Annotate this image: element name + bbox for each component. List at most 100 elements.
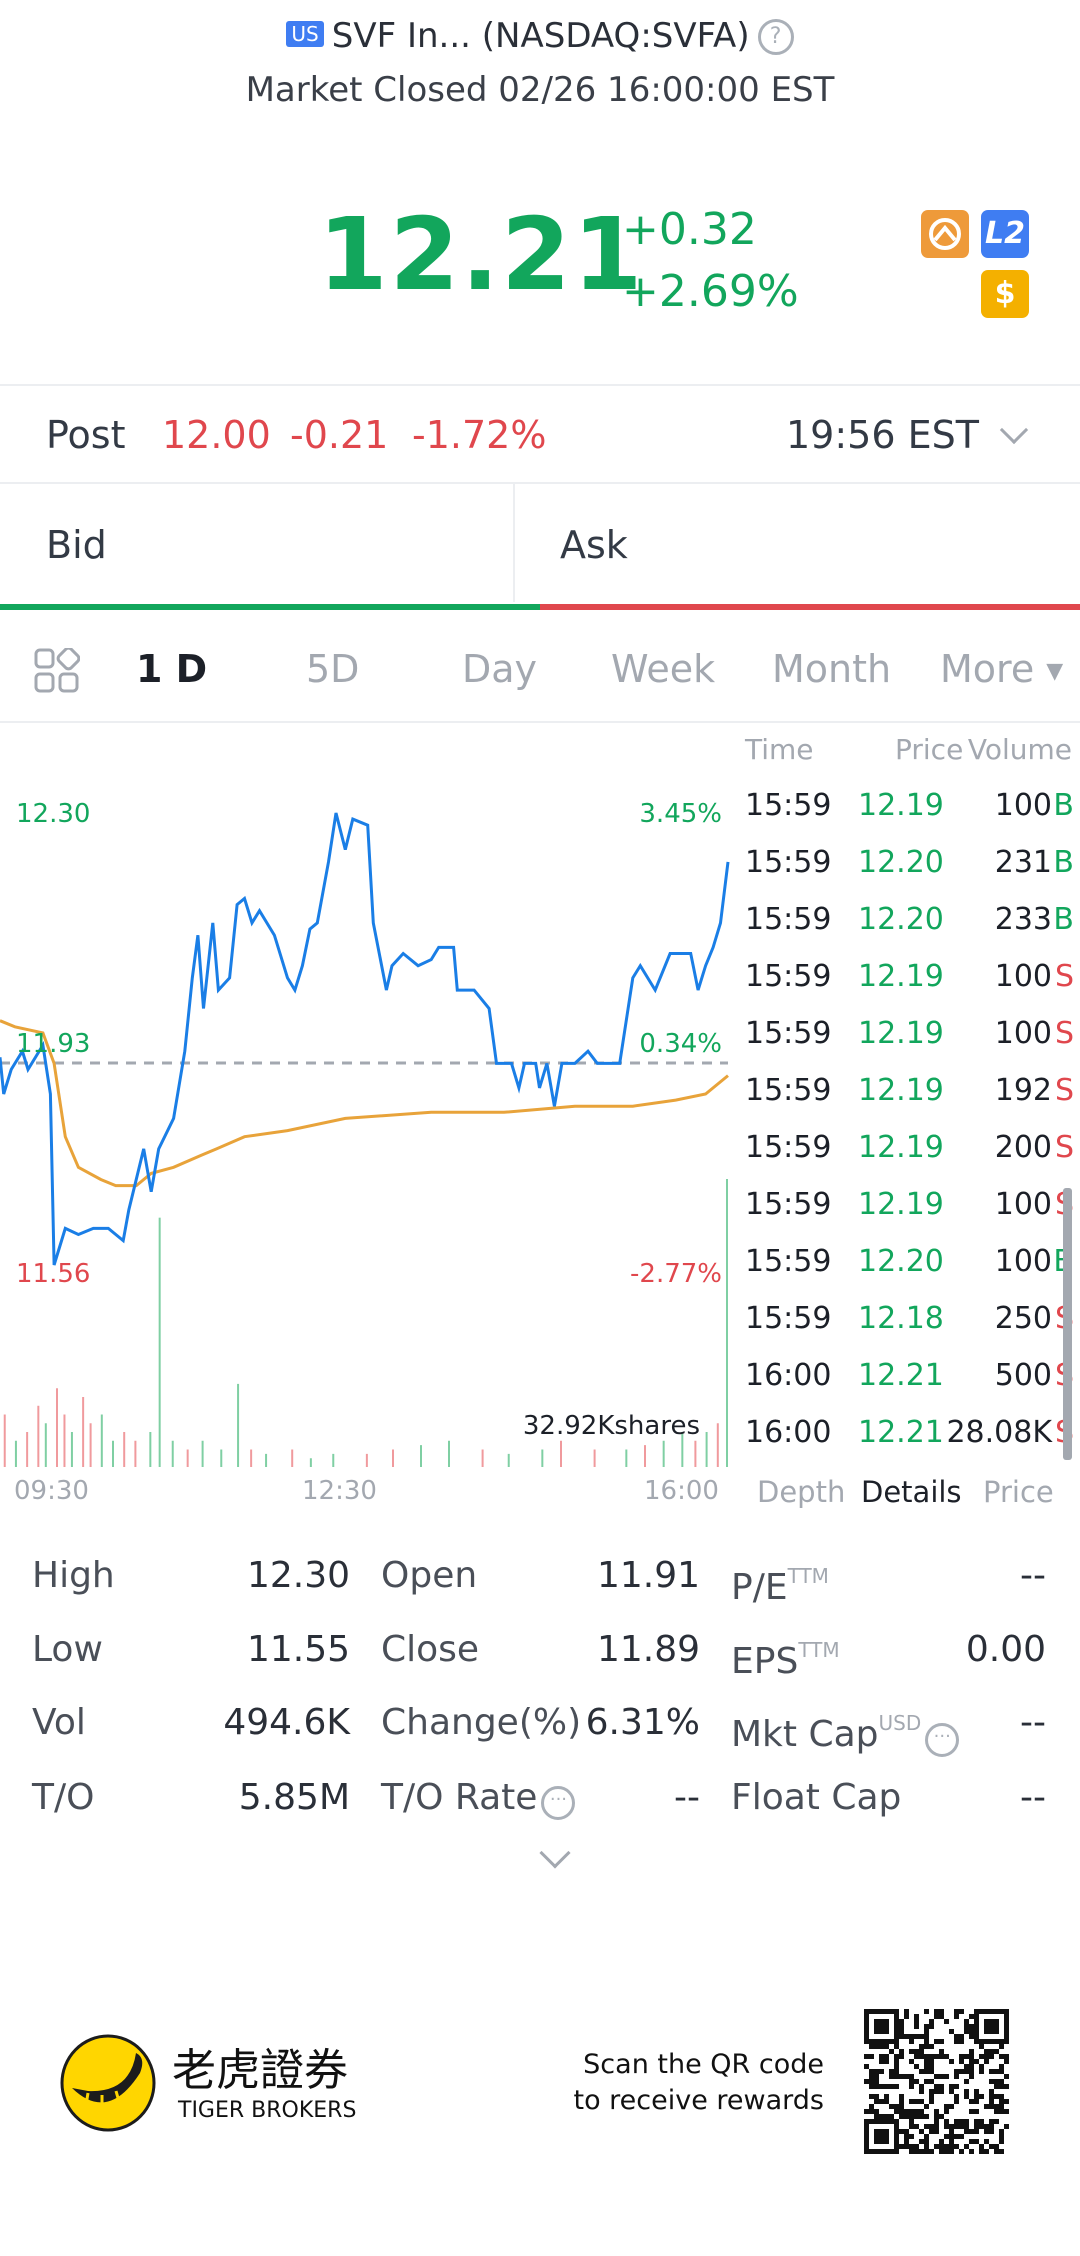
qr-module bbox=[954, 2084, 959, 2089]
tab-depth[interactable]: Depth bbox=[757, 1475, 846, 1509]
qr-module bbox=[974, 2029, 979, 2034]
qr-module bbox=[894, 2144, 899, 2149]
qr-module bbox=[934, 2009, 939, 2014]
qr-module bbox=[964, 2024, 969, 2029]
qr-module bbox=[989, 2129, 994, 2134]
qr-module bbox=[884, 2099, 889, 2104]
options-icon[interactable] bbox=[921, 210, 969, 258]
qr-module bbox=[964, 2094, 969, 2099]
qr-module bbox=[1004, 2059, 1009, 2064]
qr-module bbox=[924, 2044, 929, 2049]
qr-module bbox=[939, 2049, 944, 2054]
qr-module bbox=[974, 2124, 979, 2129]
qr-module bbox=[889, 2149, 894, 2154]
qr-module bbox=[924, 2124, 929, 2129]
qr-module bbox=[969, 2049, 974, 2054]
bid-label[interactable]: Bid bbox=[46, 523, 107, 567]
qr-module bbox=[879, 2084, 884, 2089]
ask-label[interactable]: Ask bbox=[560, 523, 628, 567]
qr-module bbox=[964, 2089, 969, 2094]
divider bbox=[0, 482, 1080, 484]
qr-module bbox=[959, 2059, 964, 2064]
qr-module bbox=[974, 2024, 979, 2029]
qr-module bbox=[914, 2099, 919, 2104]
qr-module bbox=[904, 2114, 909, 2119]
qr-module bbox=[864, 2024, 869, 2029]
qr-module bbox=[924, 2024, 929, 2029]
tab-month[interactable]: Month bbox=[772, 647, 892, 691]
grid-layout-icon[interactable] bbox=[34, 646, 81, 698]
qr-module bbox=[864, 2134, 869, 2139]
qr-module bbox=[949, 2149, 954, 2154]
qr-module bbox=[989, 2099, 994, 2104]
qr-module bbox=[984, 2059, 989, 2064]
qr-module bbox=[919, 2034, 924, 2039]
tick-time: 16:00 bbox=[745, 1358, 832, 1393]
qr-module bbox=[954, 2034, 959, 2039]
qr-module bbox=[869, 2039, 874, 2044]
qr-module bbox=[929, 2059, 934, 2064]
info-more-icon[interactable]: ··· bbox=[541, 1786, 576, 1820]
low-pct-label: -2.77% bbox=[630, 1259, 722, 1289]
tick-row: 15:59 12.20 100 B bbox=[740, 1242, 1074, 1282]
qr-module bbox=[969, 2054, 974, 2059]
qr-module bbox=[894, 2064, 899, 2069]
qr-module bbox=[869, 2074, 874, 2079]
post-time[interactable]: 19:56 EST bbox=[786, 413, 979, 457]
expand-chevron-icon[interactable] bbox=[539, 1837, 571, 1869]
qr-module bbox=[999, 2044, 1004, 2049]
qr-module bbox=[999, 2129, 1004, 2134]
tick-volume: 200 bbox=[994, 1130, 1052, 1165]
qr-module bbox=[884, 2044, 889, 2049]
tab-1d[interactable]: 1 D bbox=[136, 647, 208, 691]
qr-module bbox=[954, 2039, 959, 2044]
chevron-down-icon[interactable] bbox=[999, 415, 1029, 445]
qr-module bbox=[969, 2074, 974, 2079]
dollar-icon[interactable]: $ bbox=[981, 270, 1029, 318]
qr-module bbox=[869, 2079, 874, 2084]
tab-5d[interactable]: 5D bbox=[306, 647, 360, 691]
qr-module bbox=[924, 2054, 929, 2059]
qr-module bbox=[899, 2144, 904, 2149]
qr-module bbox=[994, 2049, 999, 2054]
stat-label-text: Open bbox=[381, 1555, 478, 1596]
qr-module bbox=[949, 2124, 954, 2129]
us-market-badge: US bbox=[286, 21, 324, 47]
stock-name: SVF In... (NASDAQ:SVFA) bbox=[331, 16, 750, 56]
qr-module bbox=[874, 2094, 879, 2099]
help-icon[interactable]: ? bbox=[757, 19, 794, 55]
tab-day[interactable]: Day bbox=[462, 647, 538, 691]
qr-module bbox=[879, 2099, 884, 2104]
qr-module bbox=[929, 2124, 934, 2129]
qr-module bbox=[924, 2134, 929, 2139]
volume-bar bbox=[625, 1449, 628, 1467]
info-more-icon[interactable]: ··· bbox=[925, 1723, 960, 1757]
volume-bar bbox=[14, 1440, 17, 1467]
qr-module bbox=[879, 2024, 884, 2029]
tab-more[interactable]: More ▼ bbox=[940, 642, 1063, 699]
tab-price[interactable]: Price bbox=[983, 1475, 1054, 1509]
qr-module bbox=[999, 2054, 1004, 2059]
qr-module bbox=[924, 2144, 929, 2149]
volume-bar bbox=[593, 1449, 596, 1467]
qr-module bbox=[994, 2029, 999, 2034]
qr-module bbox=[914, 2109, 919, 2114]
qr-module bbox=[924, 2079, 929, 2084]
tab-details[interactable]: Details bbox=[861, 1475, 962, 1509]
divider bbox=[0, 721, 1080, 723]
tick-list-scrollbar[interactable] bbox=[1063, 1188, 1072, 1460]
qr-module bbox=[989, 2024, 994, 2029]
level2-icon[interactable]: L2 bbox=[981, 210, 1029, 258]
mid-pct-label: 0.34% bbox=[639, 1029, 722, 1059]
qr-module bbox=[899, 2034, 904, 2039]
tab-week[interactable]: Week bbox=[611, 647, 716, 691]
qr-module bbox=[949, 2084, 954, 2089]
qr-module bbox=[969, 2064, 974, 2069]
qr-module bbox=[874, 2074, 879, 2079]
intraday-chart[interactable] bbox=[0, 722, 730, 1502]
qr-module bbox=[979, 2044, 984, 2049]
qr-module bbox=[874, 2129, 879, 2134]
volume-bar bbox=[149, 1432, 152, 1467]
qr-module bbox=[884, 2029, 889, 2034]
qr-module bbox=[969, 2109, 974, 2114]
